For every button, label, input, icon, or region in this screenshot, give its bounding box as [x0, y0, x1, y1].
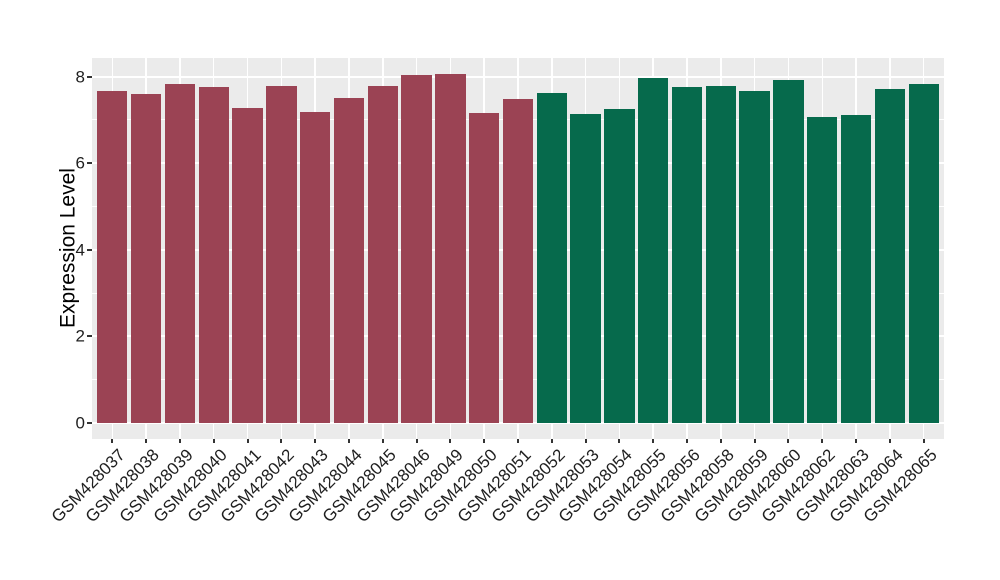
x-tick-mark — [449, 439, 452, 443]
bar-GSM428041 — [232, 108, 263, 423]
x-tick-mark — [719, 439, 722, 443]
x-tick-mark — [212, 439, 215, 443]
bar-GSM428059 — [739, 91, 770, 423]
bar-GSM428046 — [401, 74, 432, 423]
x-tick-mark — [347, 439, 350, 443]
bar-GSM428051 — [502, 99, 534, 423]
x-tick-mark — [787, 439, 790, 443]
bar-GSM428049 — [435, 74, 466, 423]
x-tick-mark — [280, 439, 283, 443]
x-tick-mark — [415, 439, 418, 443]
y-tick-label: 0 — [75, 413, 85, 433]
x-tick-mark — [821, 439, 824, 443]
x-tick-mark — [246, 439, 249, 443]
bar-GSM428052 — [536, 93, 568, 423]
x-tick-mark — [178, 439, 181, 443]
bar-GSM428058 — [705, 85, 737, 423]
bar-GSM428044 — [333, 98, 365, 423]
y-tick-mark — [87, 248, 92, 251]
bar-GSM428053 — [570, 114, 601, 423]
plot-panel — [92, 58, 944, 439]
bar-GSM428042 — [266, 85, 297, 423]
bar-GSM428054 — [604, 109, 635, 423]
bar-GSM428060 — [773, 80, 804, 423]
bar-GSM428038 — [130, 94, 162, 423]
x-tick-mark — [753, 439, 756, 443]
y-major-gridline — [92, 75, 944, 78]
x-tick-mark — [111, 439, 114, 443]
bar-GSM428045 — [367, 86, 398, 423]
bar-GSM428063 — [840, 114, 872, 423]
bar-GSM428043 — [299, 111, 331, 423]
bar-GSM428056 — [671, 86, 703, 423]
x-tick-mark — [888, 439, 891, 443]
x-tick-mark — [686, 439, 689, 443]
y-tick-mark — [87, 75, 92, 78]
y-major-gridline — [92, 422, 944, 424]
y-tick-label: 6 — [75, 153, 85, 173]
x-tick-mark — [584, 439, 587, 443]
x-tick-mark — [517, 439, 519, 443]
y-tick-mark — [87, 422, 92, 424]
x-tick-mark — [922, 439, 925, 443]
x-tick-mark — [550, 439, 553, 443]
y-tick-mark — [87, 162, 92, 165]
x-tick-mark — [483, 439, 486, 443]
x-tick-mark — [145, 439, 148, 443]
y-tick-label: 8 — [75, 67, 85, 87]
x-tick-mark — [618, 439, 621, 443]
bar-GSM428039 — [164, 84, 196, 423]
y-tick-label: 4 — [75, 240, 85, 260]
bar-GSM428062 — [807, 117, 838, 423]
bar-GSM428050 — [468, 112, 500, 423]
bar-GSM428040 — [198, 86, 229, 423]
x-tick-mark — [381, 439, 384, 443]
x-tick-mark — [652, 439, 655, 443]
bar-GSM428064 — [874, 89, 906, 423]
x-tick-mark — [314, 439, 317, 443]
y-tick-label: 2 — [75, 326, 85, 346]
bar-GSM428055 — [638, 78, 669, 423]
x-tick-mark — [855, 439, 858, 443]
bar-GSM428037 — [97, 90, 128, 423]
bar-GSM428065 — [908, 83, 939, 423]
y-tick-mark — [87, 335, 92, 338]
